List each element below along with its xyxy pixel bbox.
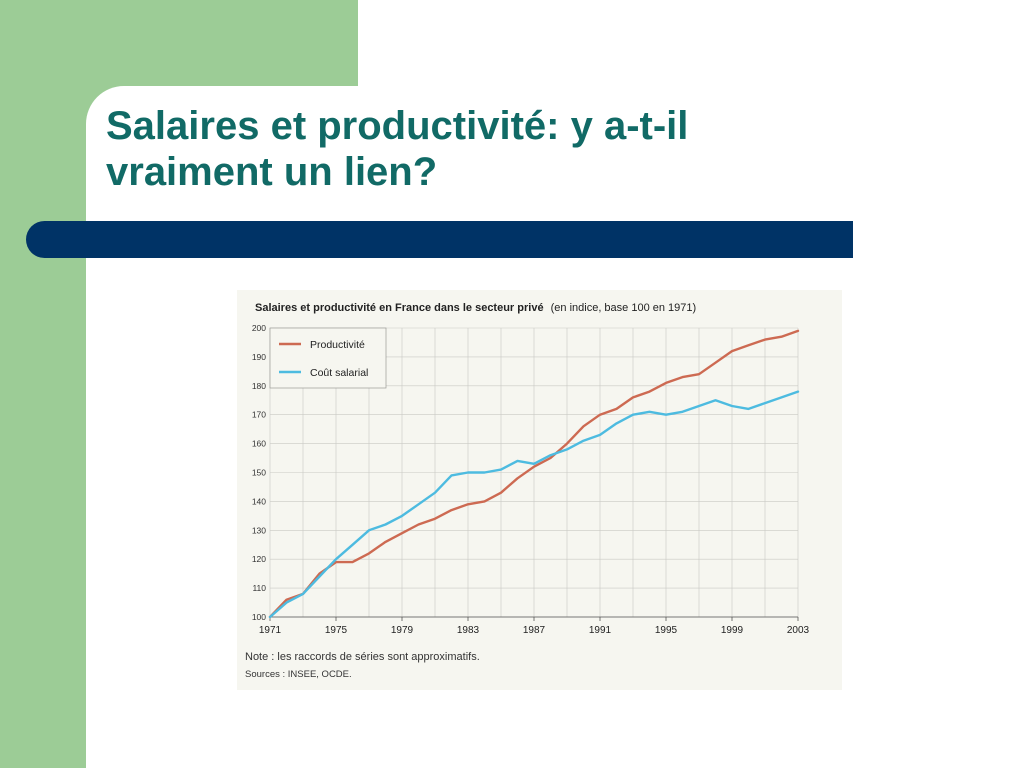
- y-tick-label: 160: [252, 439, 266, 449]
- slide-title-line-1: Salaires et productivité: y a-t-il: [106, 104, 689, 148]
- chart-legend: Productivité Coût salarial: [269, 327, 387, 389]
- chart-series: [268, 329, 800, 619]
- legend-label: Productivité: [310, 339, 365, 351]
- x-tick-label: 1979: [391, 625, 414, 636]
- chart-sources: Sources : INSEE, OCDE.: [245, 669, 352, 680]
- x-tick-label: 2003: [787, 625, 810, 636]
- x-tick-label: 1987: [523, 625, 546, 636]
- x-tick-label: 1995: [655, 625, 678, 636]
- y-tick-label: 100: [252, 612, 266, 622]
- y-tick-label: 180: [252, 381, 266, 391]
- chart-subtitle: (en indice, base 100 en 1971): [551, 302, 697, 314]
- y-tick-label: 110: [252, 583, 266, 593]
- y-tick-label: 150: [252, 468, 266, 478]
- x-axis-tick-labels: 1971 1975 1979 1983 1987 1991 1995 1999 2003: [259, 617, 810, 636]
- y-tick-label: 200: [252, 323, 266, 333]
- legend-box: [269, 327, 387, 389]
- y-tick-label: 170: [252, 410, 266, 420]
- chart-note: Note : les raccords de séries sont appro…: [245, 651, 480, 663]
- chart-figure: Salaires et productivité en France dans …: [237, 290, 842, 690]
- title-underline-bar: [26, 221, 853, 258]
- x-tick-label: 1983: [457, 625, 480, 636]
- series-line-productivite: [268, 329, 800, 619]
- x-tick-label: 1971: [259, 625, 282, 636]
- x-tick-label: 1999: [721, 625, 744, 636]
- chart-title: Salaires et productivité en France dans …: [255, 302, 544, 314]
- y-tick-label: 130: [252, 525, 266, 535]
- x-tick-label: 1975: [325, 625, 348, 636]
- chart-title-group: Salaires et productivité en France dans …: [255, 302, 696, 314]
- y-tick-label: 120: [252, 554, 266, 564]
- slide-title: Salaires et productivité: y a-t-il vraim…: [106, 103, 806, 195]
- slide-title-line-2: vraiment un lien?: [106, 150, 438, 194]
- y-tick-label: 190: [252, 352, 266, 362]
- x-tick-label: 1991: [589, 625, 612, 636]
- y-tick-label: 140: [252, 496, 266, 506]
- legend-label: Coût salarial: [310, 367, 368, 379]
- line-chart: Salaires et productivité en France dans …: [245, 302, 810, 680]
- series-line-cout-salarial: [268, 390, 800, 619]
- y-axis-tick-labels: 100 110 120 130 140 150 160 170 180 190 200: [252, 323, 266, 622]
